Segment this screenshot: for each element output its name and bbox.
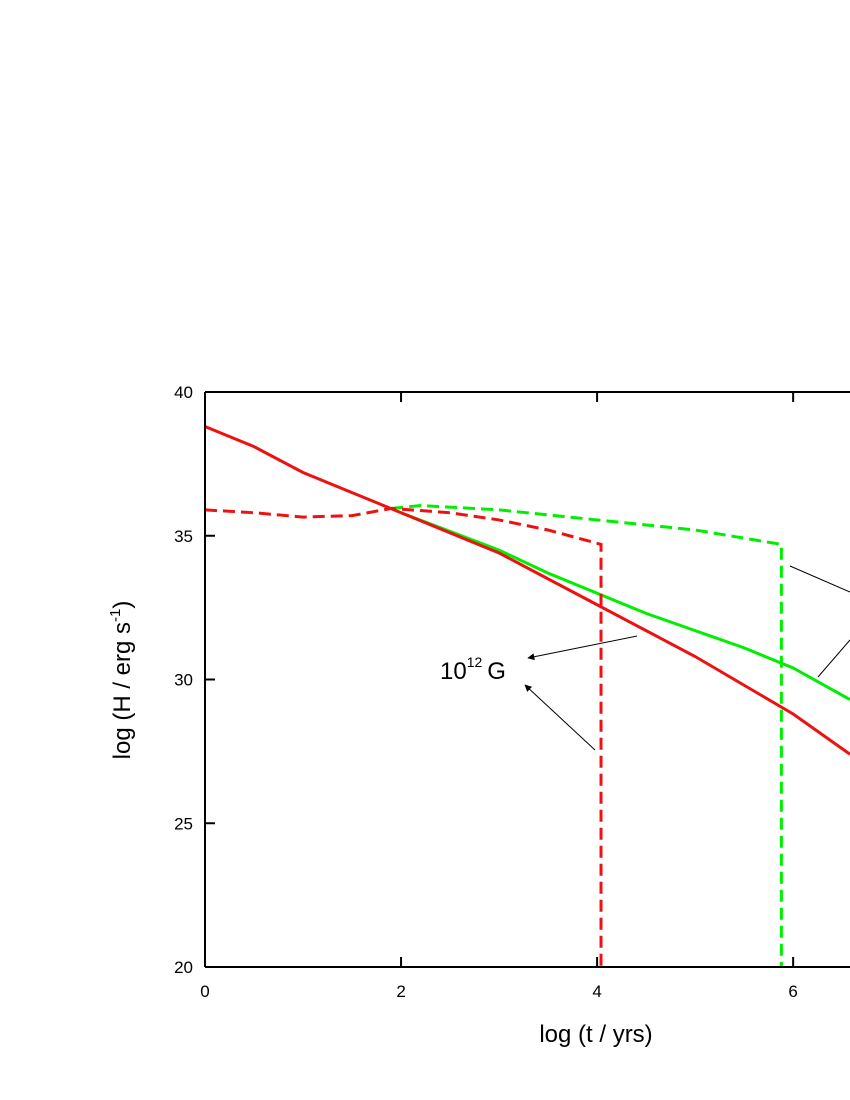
annotation: 1012 G <box>440 654 506 685</box>
x-axis-label: log (t / yrs) <box>539 1021 652 1048</box>
line-series <box>204 506 603 967</box>
y-tick-label: 35 <box>174 527 193 546</box>
arrow <box>817 639 850 678</box>
y-axis-label: log (H / erg s-1) <box>107 601 136 760</box>
arrow <box>527 635 638 661</box>
y-axis-label-text: log (H / erg s <box>109 622 136 759</box>
y-axis-label-sup: -1 <box>107 609 124 622</box>
annotation-base: 10 <box>440 658 467 685</box>
x-tick-label: 2 <box>396 982 405 1001</box>
x-tick-label: 4 <box>592 982 601 1001</box>
plot-area <box>204 391 850 968</box>
line-series <box>204 425 850 756</box>
y-tick-label: 20 <box>174 958 193 977</box>
x-tick-label: 0 <box>200 982 209 1001</box>
line-series <box>391 504 783 967</box>
y-tick-label: 25 <box>174 814 193 833</box>
y-axis-label-close: ) <box>109 601 136 609</box>
x-tick-label: 6 <box>788 982 797 1001</box>
annotation-unit: G <box>487 658 506 685</box>
arrow <box>789 565 850 593</box>
y-tick-label: 40 <box>174 383 193 402</box>
line-series <box>400 511 850 701</box>
arrow <box>524 684 596 751</box>
annotation-exp: 12 <box>467 654 483 670</box>
y-tick-label: 30 <box>174 671 193 690</box>
